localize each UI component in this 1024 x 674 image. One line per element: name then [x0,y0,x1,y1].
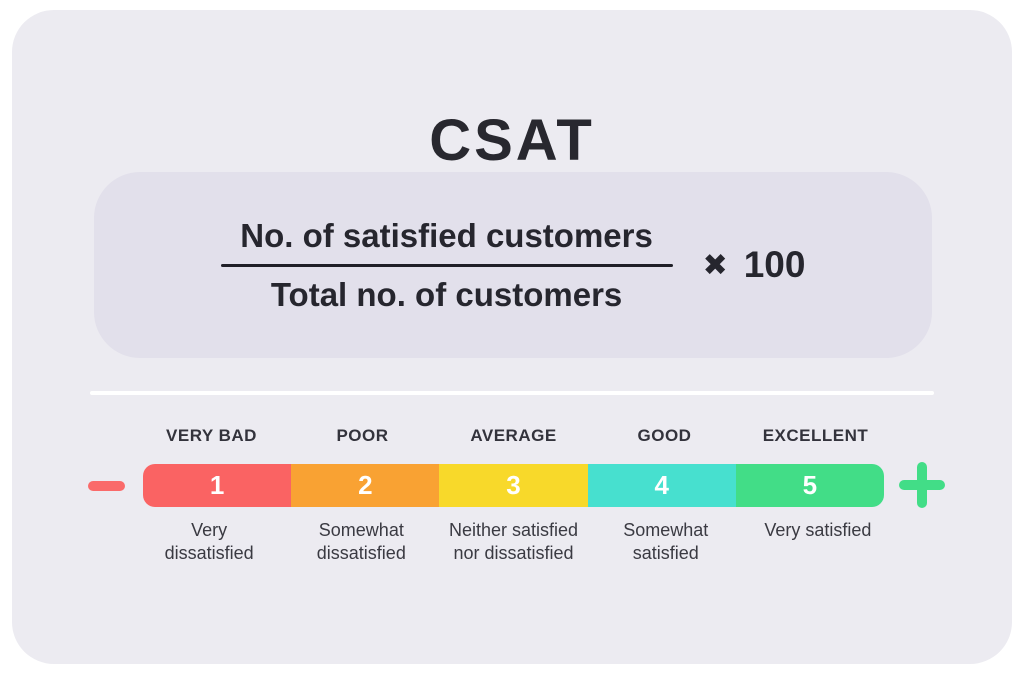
rating-segment-2: 2 [291,464,440,507]
scale-description-1: Very dissatisfied [164,520,254,564]
plus-icon-vertical-bar [917,462,927,508]
scale-label-average: AVERAGE [470,426,557,445]
scale-description-3: Neither satisfied nor dissatisfied [448,520,579,564]
scale-description-5: Very satisfied [764,520,872,540]
formula-denominator: Total no. of customers [270,275,623,313]
scale-descriptions-row: Very dissatisfied Somewhat dissatisfied … [133,519,894,566]
scale-label-good: GOOD [637,426,692,445]
plus-icon [899,462,945,508]
formula-fraction: No. of satisfied customers Total no. of … [220,216,673,314]
scale-description-4: Somewhat satisfied [623,520,709,564]
formula-multiplier: ✖ 100 [703,244,806,286]
scale-label-excellent: EXCELLENT [762,426,869,445]
divider-line [90,391,934,395]
scale-labels-row: VERY BAD POOR AVERAGE GOOD EXCELLENT [136,426,891,446]
rating-segment-5: 5 [735,464,884,507]
rating-scale-bar: 1 2 3 4 5 [143,464,884,507]
rating-segment-1: 1 [143,464,292,507]
multiply-icon: ✖ [702,248,728,282]
formula-numerator: No. of satisfied customers [240,216,653,254]
scale-description-2: Somewhat dissatisfied [316,520,406,564]
minus-icon [88,481,125,491]
multiplier-value: 100 [743,244,806,285]
scale-label-poor: POOR [336,426,389,445]
rating-segment-3: 3 [439,464,588,507]
formula-box: No. of satisfied customers Total no. of … [94,172,932,358]
rating-segment-4: 4 [587,464,736,507]
scale-label-very-bad: VERY BAD [166,426,257,445]
page-title: CSAT [429,107,595,173]
fraction-line [220,263,673,267]
